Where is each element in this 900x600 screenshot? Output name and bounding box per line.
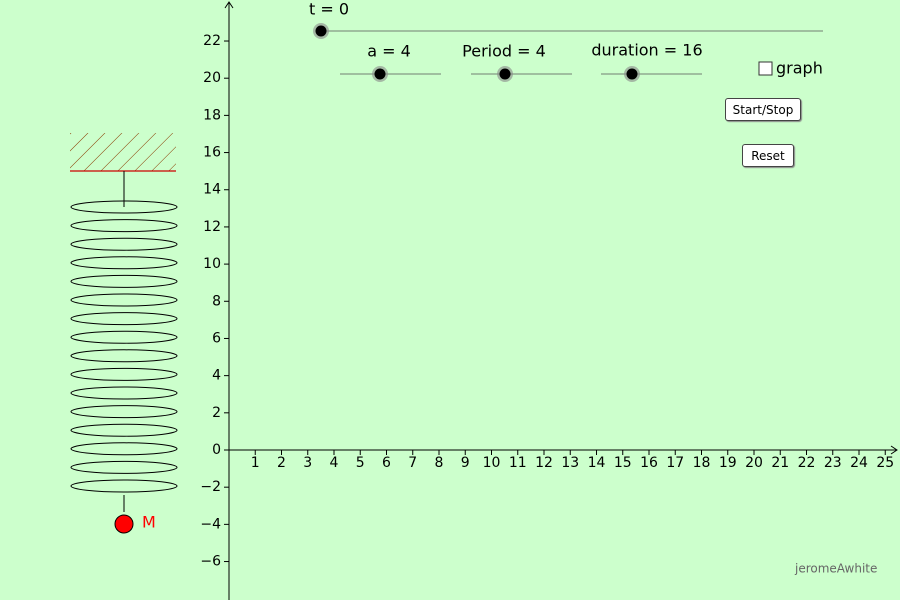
x-tick-label: 9 (461, 455, 470, 471)
x-tick-label: 23 (824, 455, 842, 471)
slider-knob[interactable] (374, 68, 386, 80)
y-tick-label: −2 (200, 479, 221, 495)
x-tick-label: 3 (303, 455, 312, 471)
start-stop-button[interactable]: Start/Stop (725, 98, 801, 121)
x-tick-label: 20 (745, 455, 763, 471)
slider-knob[interactable] (499, 68, 511, 80)
coil (70, 330, 178, 344)
x-tick-label: 13 (561, 455, 579, 471)
y-tick-label: 0 (212, 442, 221, 458)
x-tick-label: 18 (693, 455, 711, 471)
x-tick-label: 4 (330, 455, 339, 471)
coil (70, 274, 178, 288)
coil (70, 200, 178, 214)
x-tick-label: 10 (483, 455, 501, 471)
coil (70, 293, 178, 307)
y-tick-label: −4 (200, 516, 221, 532)
slider-label: duration = 16 (591, 41, 702, 60)
checkbox[interactable] (758, 61, 773, 76)
checkbox-label[interactable]: graph (776, 59, 823, 78)
y-axis-arrow (224, 1, 234, 9)
x-tick-label: 21 (771, 455, 789, 471)
slider-label: a = 4 (367, 42, 411, 61)
x-tick-label: 11 (509, 455, 527, 471)
coil (70, 386, 178, 400)
mass-point (114, 514, 134, 534)
x-tick-label: 22 (798, 455, 816, 471)
x-tick-label: 5 (356, 455, 365, 471)
reset-button[interactable]: Reset (742, 144, 794, 167)
y-tick-label: 22 (203, 33, 221, 49)
y-tick-label: 4 (212, 368, 221, 384)
coil (70, 237, 178, 251)
coil (70, 405, 178, 419)
coil (70, 256, 178, 270)
coil (70, 367, 178, 381)
x-tick-label: 8 (435, 455, 444, 471)
x-tick-label: 19 (719, 455, 737, 471)
hatched-support (70, 133, 176, 171)
x-tick-label: 2 (277, 455, 286, 471)
x-tick-label: 1 (251, 455, 260, 471)
slider-label: t = 0 (309, 0, 349, 19)
slider-label: Period = 4 (462, 42, 546, 61)
y-tick-label: 20 (203, 70, 221, 86)
coil (70, 312, 178, 326)
y-tick-label: 18 (203, 107, 221, 123)
x-tick-label: 7 (408, 455, 417, 471)
coil (70, 479, 178, 493)
coil (70, 460, 178, 474)
y-tick-label: 6 (212, 330, 221, 346)
coil (70, 219, 178, 233)
y-tick-label: 12 (203, 219, 221, 235)
x-tick-label: 16 (640, 455, 658, 471)
slider-knob[interactable] (626, 68, 638, 80)
coil (70, 423, 178, 437)
y-tick-label: 10 (203, 256, 221, 272)
coil (70, 349, 178, 363)
x-tick-label: 6 (382, 455, 391, 471)
x-tick-label: 14 (588, 455, 606, 471)
y-tick-label: 16 (203, 145, 221, 161)
slider-knob[interactable] (315, 25, 327, 37)
spring (70, 200, 178, 493)
credit: jeromeAwhite (794, 562, 877, 576)
x-axis-arrow (890, 445, 898, 455)
x-tick-label: 15 (614, 455, 632, 471)
point-label: M (142, 513, 156, 532)
y-tick-label: 14 (203, 182, 221, 198)
x-tick-label: 12 (535, 455, 553, 471)
x-tick-label: 17 (666, 455, 684, 471)
y-tick-label: 8 (212, 293, 221, 309)
x-tick-label: 25 (876, 455, 894, 471)
y-tick-label: −6 (200, 554, 221, 570)
coil (70, 442, 178, 456)
y-tick-label: 2 (212, 405, 221, 421)
x-tick-label: 24 (850, 455, 868, 471)
